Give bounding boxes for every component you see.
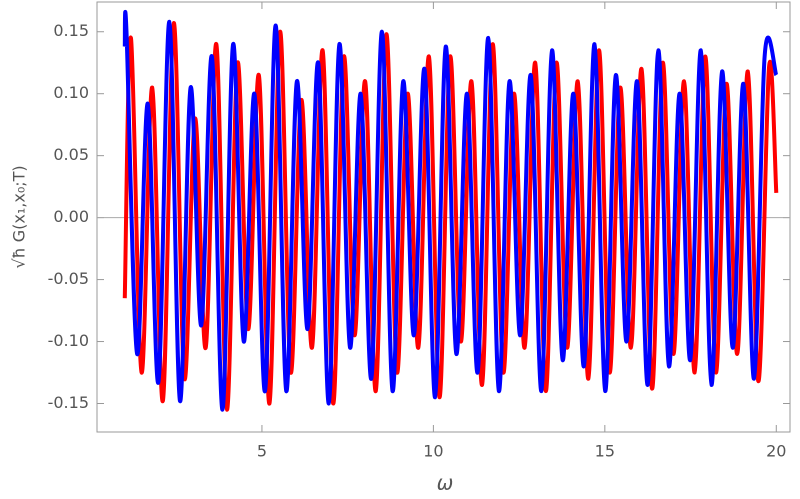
y-tick-label: 0.05 bbox=[53, 145, 89, 164]
x-tick-label: 15 bbox=[595, 442, 615, 461]
x-tick-label: 5 bbox=[257, 442, 267, 461]
y-axis-label: √ħ G(x₁,x₀;T) bbox=[10, 165, 29, 268]
y-tick-label: -0.15 bbox=[48, 393, 89, 412]
line-series bbox=[122, 9, 779, 412]
x-tick-label: 10 bbox=[423, 442, 443, 461]
x-axis-label: ω bbox=[437, 471, 454, 495]
plot-frame bbox=[96, 1, 791, 433]
y-tick-label: 0.10 bbox=[53, 83, 89, 102]
y-tick-label: -0.10 bbox=[48, 331, 89, 350]
x-tick-label: 20 bbox=[766, 442, 786, 461]
y-tick-label: 0.00 bbox=[53, 207, 89, 226]
y-tick-label: -0.05 bbox=[48, 269, 89, 288]
y-tick-label: 0.15 bbox=[53, 21, 89, 40]
line-series bbox=[122, 21, 779, 412]
